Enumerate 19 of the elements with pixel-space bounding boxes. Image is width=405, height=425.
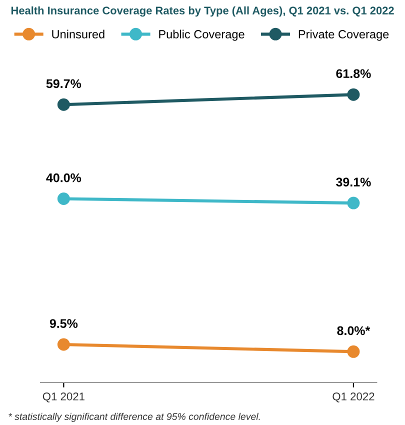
point	[57, 338, 70, 351]
data-label: 9.5%	[50, 319, 78, 328]
chart-title: Health Insurance Coverage Rates by Type (All Ages), Q1 2021 vs. Q1 2022	[11, 6, 394, 17]
point	[347, 196, 360, 210]
data-label: 59.7%	[46, 79, 82, 88]
point	[57, 192, 70, 206]
data-label: 40.0%	[46, 173, 82, 182]
legend-label: Uninsured	[52, 30, 104, 38]
data-label: 8.0%*	[337, 326, 370, 336]
x-tick-label: Q1 2022	[332, 392, 374, 402]
text: * statistically significant difference at 95% confidence level.	[8, 412, 260, 422]
data-label: 39.1%	[336, 178, 371, 187]
legend-label: Public Coverage	[159, 30, 244, 41]
legend-label: Private Coverage	[298, 30, 389, 41]
x-tick-label: Q1 2021	[42, 392, 84, 402]
data-label: 61.8%	[336, 69, 371, 78]
point	[347, 345, 360, 358]
point	[57, 98, 70, 111]
point	[347, 88, 360, 101]
